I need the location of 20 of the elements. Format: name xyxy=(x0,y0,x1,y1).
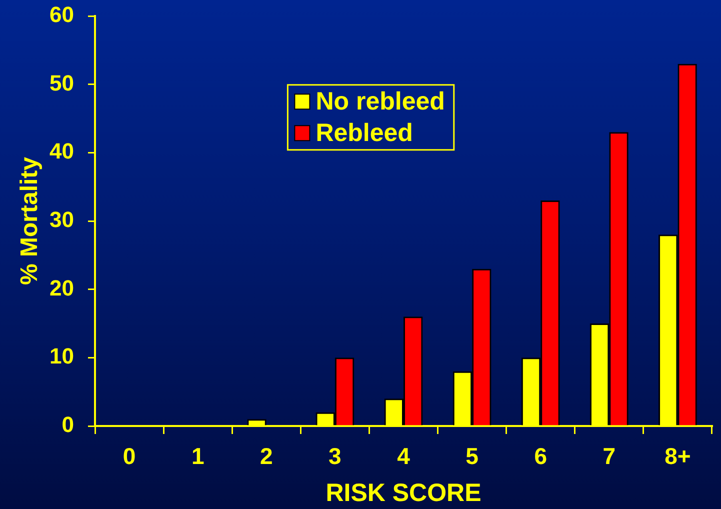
x-tick-label: 2 xyxy=(260,443,273,470)
y-tick-label: 30 xyxy=(50,207,74,232)
x-axis-title: RISK SCORE xyxy=(326,478,482,507)
y-tick-label: 0 xyxy=(62,412,74,438)
x-tick-label: 5 xyxy=(466,443,479,470)
y-tick-label: 20 xyxy=(50,275,74,300)
x-tick-label: 1 xyxy=(191,443,204,470)
legend-label: No rebleed xyxy=(316,88,445,116)
x-tick-label: 8+ xyxy=(664,443,691,470)
y-tick-label: 50 xyxy=(50,70,74,96)
y-tick-label: 60 xyxy=(50,2,74,28)
y-tick-label: 40 xyxy=(50,138,74,164)
x-tick-label: 3 xyxy=(328,443,342,470)
legend-label: Rebleed xyxy=(316,119,413,148)
x-tick-label: 7 xyxy=(602,443,616,470)
y-tick-label: 10 xyxy=(50,344,74,369)
x-tick-label: 6 xyxy=(534,443,548,470)
x-tick-label: 0 xyxy=(122,443,136,470)
x-tick-label: 4 xyxy=(397,443,410,470)
y-axis-title: % Mortality xyxy=(16,156,44,286)
